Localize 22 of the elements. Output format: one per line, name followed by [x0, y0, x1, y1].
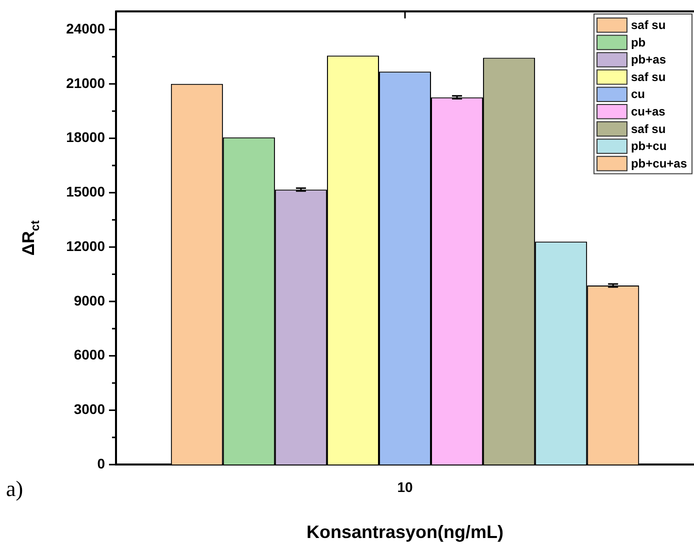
y-tick-label: 9000 [74, 292, 106, 308]
y-axis-title: ΔRct [19, 220, 42, 256]
y-tick-label: 18000 [66, 129, 106, 146]
y-tick-label: 15000 [66, 184, 106, 200]
legend-label: saf su [630, 122, 666, 136]
y-tick-label: 21000 [66, 74, 106, 91]
y-tick-label: 24000 [66, 20, 106, 36]
legend-label: pb [630, 35, 646, 50]
y-tick-label: 3000 [74, 401, 106, 418]
legend-label: cu+as [630, 104, 666, 118]
x-axis-title: Konsantrasyon(ng/mL) [306, 522, 504, 542]
legend-label: saf su [630, 18, 666, 32]
legend-label: saf su [630, 70, 666, 84]
legend-label: pb+cu [630, 139, 667, 154]
legend-label: pb+as [630, 52, 666, 67]
legend-label: pb+cu+as [630, 156, 688, 170]
y-tick-label: 6000 [74, 346, 106, 363]
y-tick-label: 0 [97, 455, 106, 472]
legend-label: cu [630, 87, 645, 102]
x-tick-label: 10 [397, 478, 413, 495]
text: a) [6, 476, 24, 501]
y-tick-label: 12000 [66, 238, 106, 254]
